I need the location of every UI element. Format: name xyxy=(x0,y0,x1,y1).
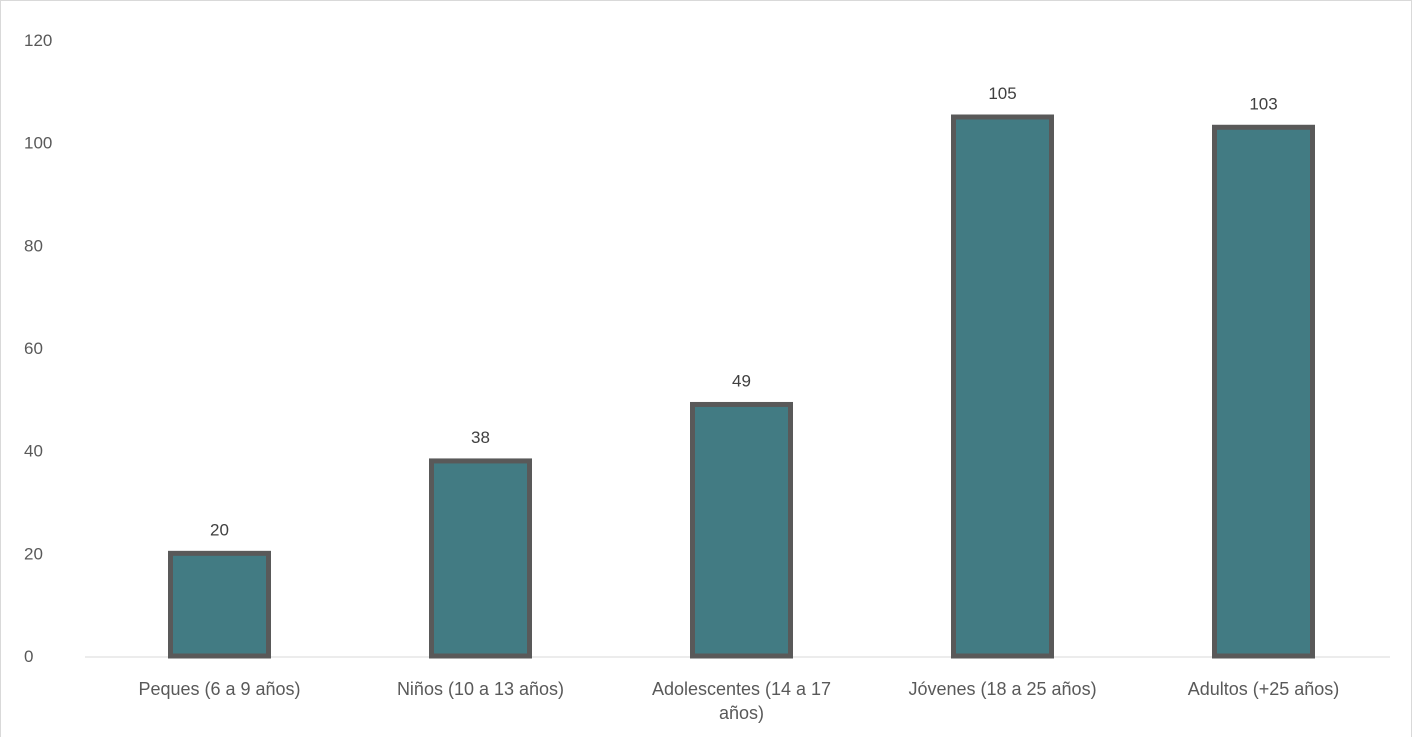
bar xyxy=(1212,124,1315,659)
y-tick-label: 20 xyxy=(24,544,43,563)
x-tick-label: Jóvenes (18 a 25 años) xyxy=(908,679,1096,699)
y-tick-label: 100 xyxy=(24,134,52,153)
bar xyxy=(951,114,1054,659)
y-tick-label: 120 xyxy=(24,31,52,50)
bars xyxy=(168,114,1315,659)
bar xyxy=(168,550,271,659)
bar xyxy=(429,458,532,659)
y-axis: 0 20 40 60 80 100 120 xyxy=(24,31,52,666)
data-label: 38 xyxy=(471,428,490,447)
data-label: 103 xyxy=(1249,94,1277,113)
data-label: 20 xyxy=(210,520,229,539)
x-tick-label: Niños (10 a 13 años) xyxy=(397,679,564,699)
data-labels: 20 38 49 105 103 xyxy=(210,84,1278,539)
data-label: 105 xyxy=(988,84,1016,103)
y-tick-label: 60 xyxy=(24,339,43,358)
bar xyxy=(690,401,793,659)
x-tick-label: Adolescentes (14 a 17 años) xyxy=(652,679,831,723)
x-tick-label: Peques (6 a 9 años) xyxy=(138,679,300,699)
y-tick-label: 0 xyxy=(24,647,33,666)
data-label: 49 xyxy=(732,371,751,390)
x-axis-categories: Peques (6 a 9 años) Niños (10 a 13 años) A… xyxy=(138,679,1339,723)
y-tick-label: 80 xyxy=(24,236,43,255)
x-tick-label: Adultos (+25 años) xyxy=(1188,679,1340,699)
y-tick-label: 40 xyxy=(24,442,43,461)
